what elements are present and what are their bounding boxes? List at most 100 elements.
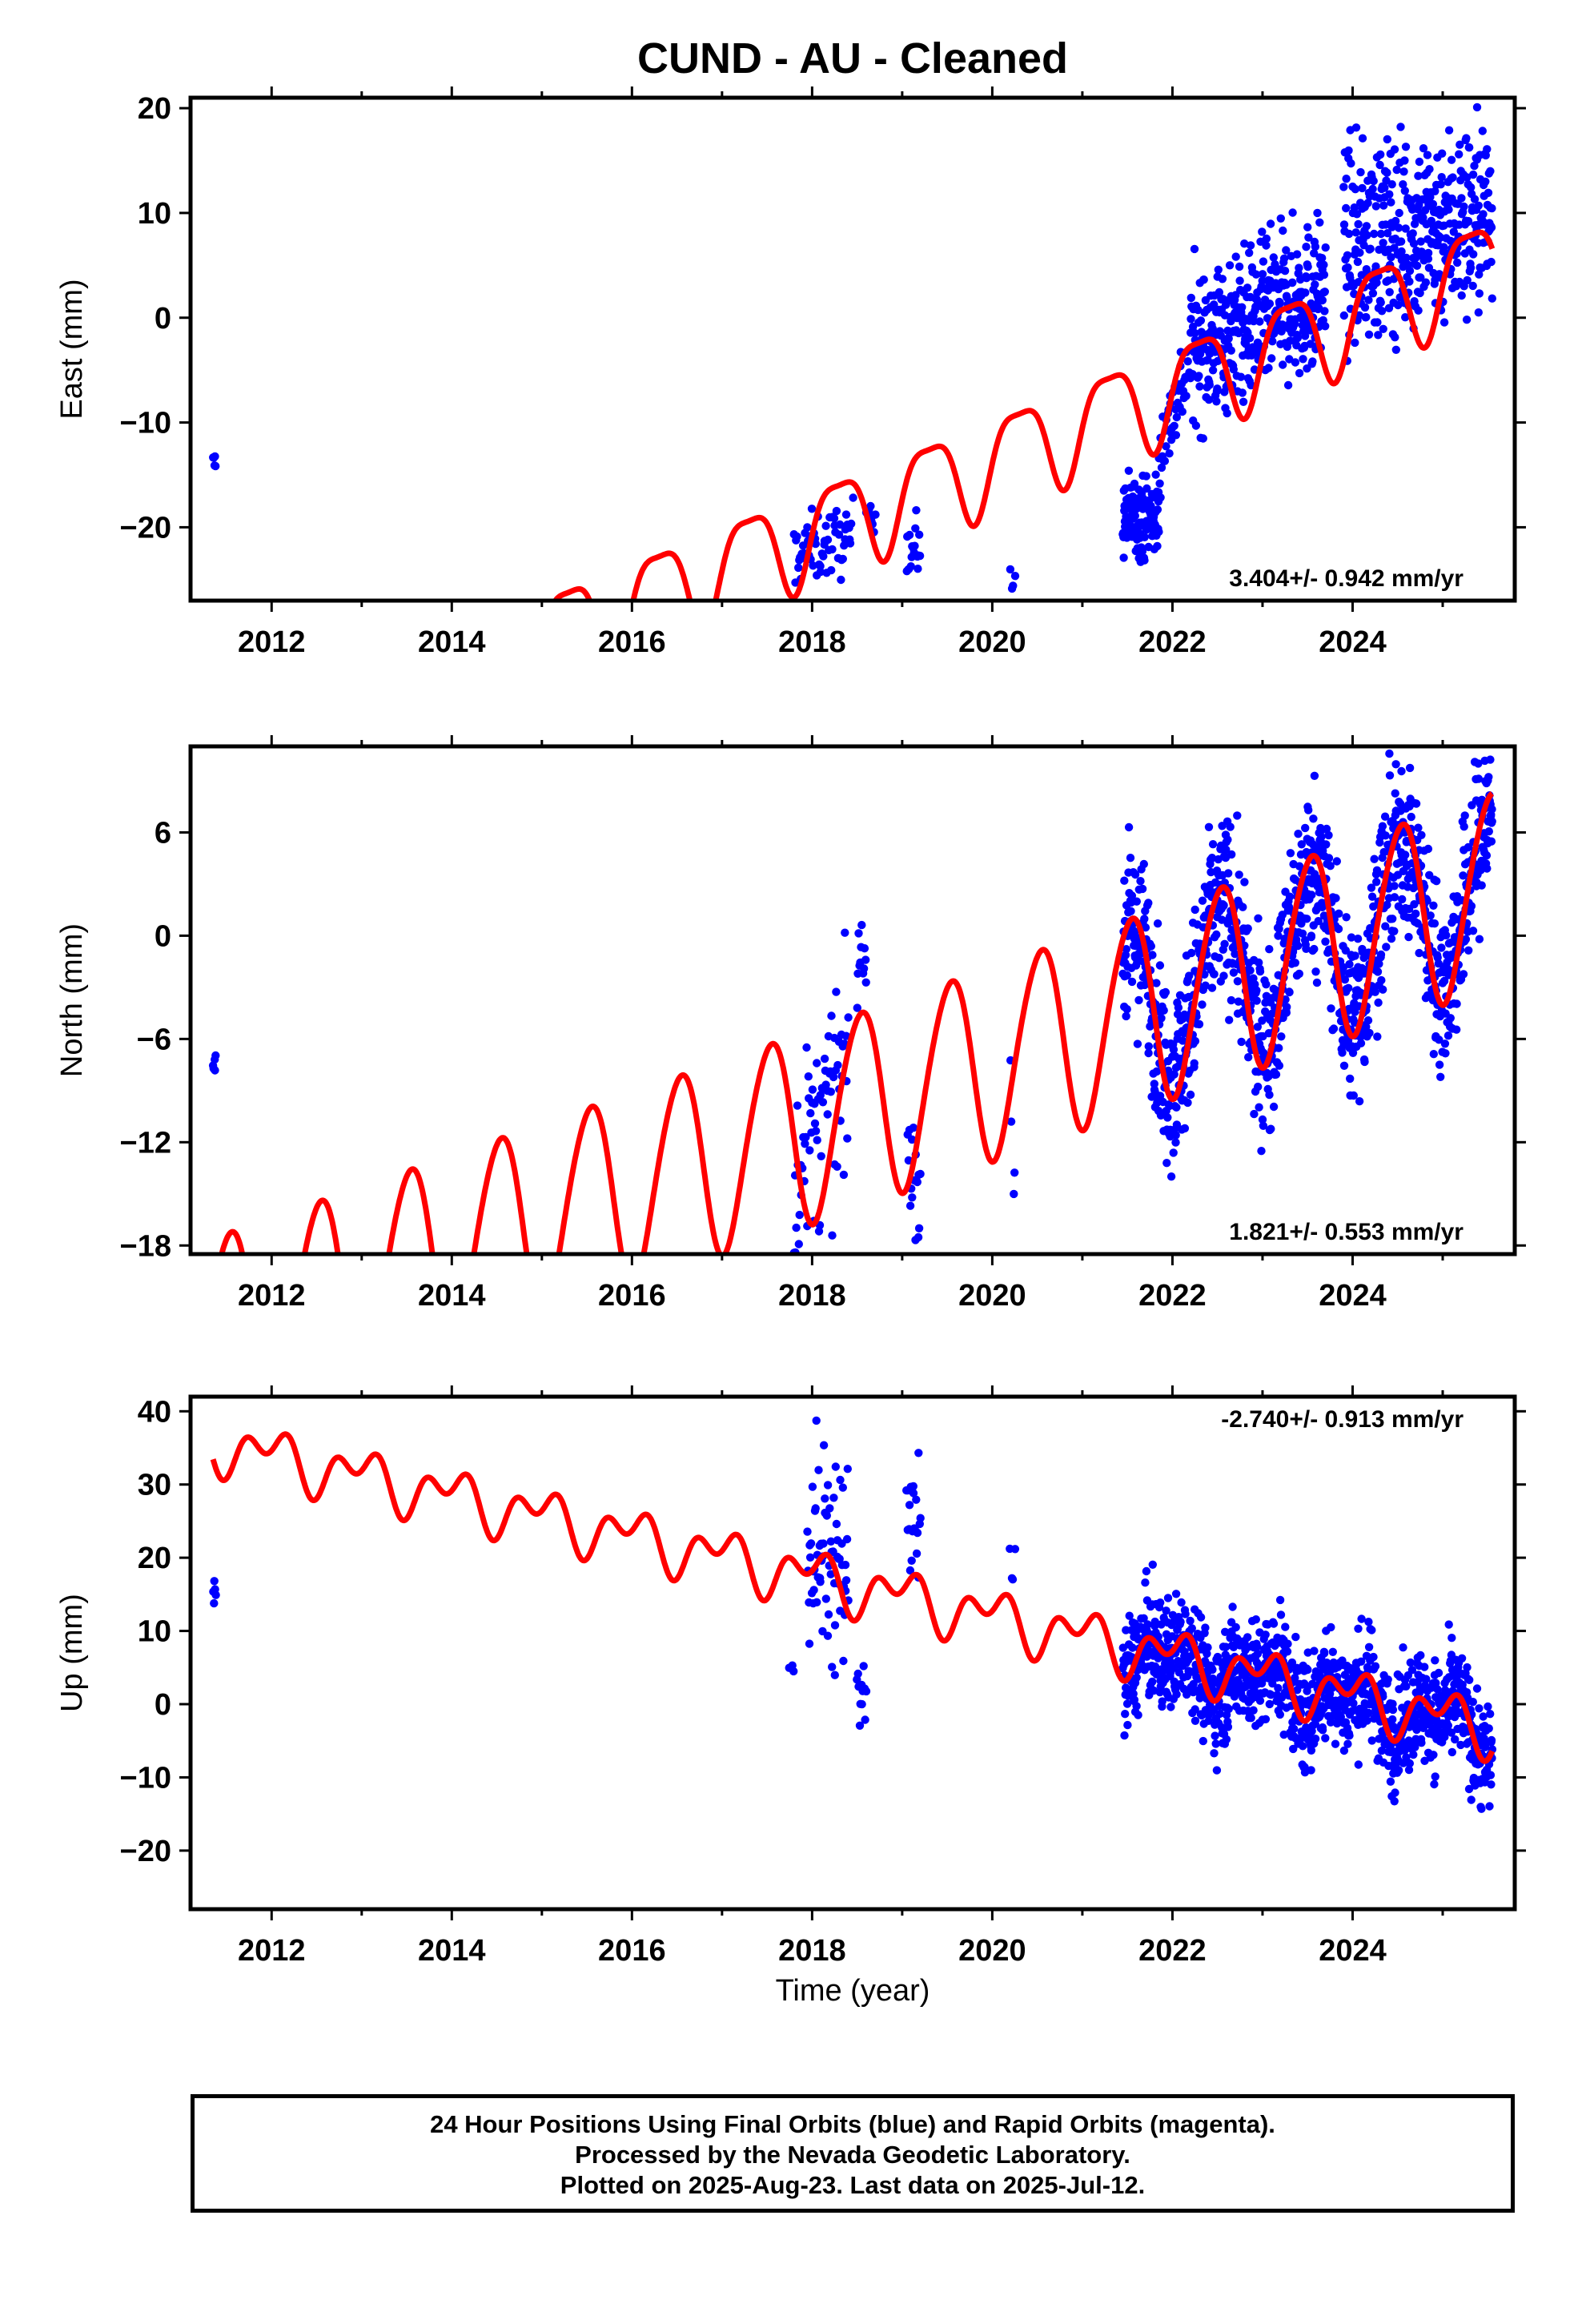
observation-point	[1321, 937, 1330, 947]
observation-point	[840, 1039, 849, 1048]
observation-point	[1322, 824, 1331, 834]
y-tick-label: 0	[155, 1688, 171, 1722]
observation-point	[1355, 248, 1364, 257]
observation-point	[1291, 935, 1301, 944]
observation-point	[1459, 970, 1468, 979]
observation-point	[1261, 1630, 1270, 1639]
observation-point	[866, 501, 875, 511]
observation-point	[1379, 985, 1387, 994]
observation-point	[1314, 917, 1323, 926]
observation-point	[1428, 199, 1438, 209]
observation-point	[1261, 1715, 1271, 1723]
observation-point	[1484, 1702, 1492, 1711]
observation-point	[1399, 1643, 1407, 1652]
observation-point	[1239, 397, 1248, 406]
observation-point	[1388, 1699, 1397, 1708]
observation-point	[1327, 1622, 1335, 1632]
observation-point	[1162, 1159, 1171, 1168]
observation-point	[1303, 223, 1312, 231]
observation-point	[916, 1514, 925, 1522]
observation-point	[1146, 942, 1156, 951]
observation-point	[1399, 180, 1407, 189]
observation-point	[1294, 830, 1303, 838]
observation-point	[1246, 966, 1255, 975]
observation-point	[1172, 1690, 1181, 1699]
observation-point	[1154, 1632, 1163, 1641]
observation-point	[805, 1553, 815, 1562]
observation-point	[1391, 789, 1399, 798]
observation-point	[1411, 909, 1420, 919]
observation-point	[1210, 300, 1219, 309]
observation-point	[211, 1051, 220, 1060]
observation-point	[1144, 1042, 1154, 1051]
observation-point	[1225, 1015, 1234, 1024]
observation-point	[1344, 146, 1353, 155]
observation-point	[811, 1127, 821, 1136]
observation-point	[1467, 1795, 1476, 1804]
observation-point	[1275, 1710, 1285, 1719]
observation-point	[1258, 270, 1267, 279]
observation-point	[1304, 233, 1313, 242]
observation-point	[1258, 1115, 1267, 1124]
observation-point	[1204, 1716, 1214, 1725]
observation-point	[1406, 1658, 1415, 1667]
observation-point	[1311, 242, 1320, 251]
observation-point	[1405, 267, 1415, 275]
observation-point	[1447, 155, 1456, 164]
observation-point	[1419, 144, 1428, 153]
observation-point	[1291, 1674, 1299, 1683]
observation-point	[1291, 1632, 1300, 1642]
observation-point	[1255, 317, 1264, 326]
observation-point	[803, 523, 812, 532]
observation-point	[813, 1598, 821, 1607]
x-tick-label: 2022	[1138, 1934, 1207, 1968]
observation-point	[1400, 187, 1410, 195]
observation-point	[1351, 185, 1360, 194]
observation-point	[1462, 316, 1472, 324]
observation-point	[1191, 1036, 1200, 1046]
observation-point	[1122, 1005, 1131, 1014]
observation-point	[1215, 287, 1224, 297]
observation-point	[1008, 1575, 1018, 1584]
observation-point	[1488, 203, 1496, 213]
observation-point	[1289, 1744, 1298, 1754]
observation-point	[1408, 229, 1417, 238]
observation-point	[1372, 878, 1381, 887]
observation-point	[1346, 1074, 1355, 1084]
observation-point	[1456, 140, 1464, 149]
observation-point	[1279, 360, 1287, 369]
observation-point	[1291, 358, 1300, 367]
observation-point	[828, 545, 837, 554]
x-tick-label: 2012	[238, 1934, 306, 1968]
observation-point	[1303, 1665, 1312, 1675]
x-tick-label: 2018	[778, 625, 846, 659]
observation-point	[1343, 251, 1352, 259]
observation-point	[1254, 1082, 1263, 1092]
observation-point	[1320, 307, 1329, 316]
observation-point	[1318, 254, 1327, 263]
observation-point	[1299, 355, 1307, 364]
observation-point	[1465, 1675, 1474, 1684]
observation-point	[1342, 175, 1351, 183]
observation-point	[1291, 959, 1300, 967]
observation-point	[1138, 884, 1147, 894]
observation-point	[1431, 187, 1439, 195]
observation-point	[1006, 565, 1015, 574]
observation-point	[1010, 572, 1020, 581]
observation-point	[1223, 408, 1231, 418]
observation-point	[832, 506, 841, 516]
observation-point	[1227, 346, 1236, 355]
observation-point	[1354, 219, 1363, 229]
observation-point	[1377, 307, 1387, 316]
observation-point	[1310, 1647, 1319, 1655]
observation-point	[1172, 1103, 1181, 1112]
observation-point	[835, 520, 845, 529]
observation-point	[1429, 1050, 1439, 1059]
observation-point	[794, 1240, 803, 1248]
observation-point	[1133, 1039, 1142, 1048]
observation-point	[1345, 959, 1354, 969]
observation-point	[816, 568, 825, 577]
observation-point	[1380, 183, 1389, 192]
observation-point	[1464, 216, 1473, 226]
observation-point	[1303, 915, 1311, 923]
